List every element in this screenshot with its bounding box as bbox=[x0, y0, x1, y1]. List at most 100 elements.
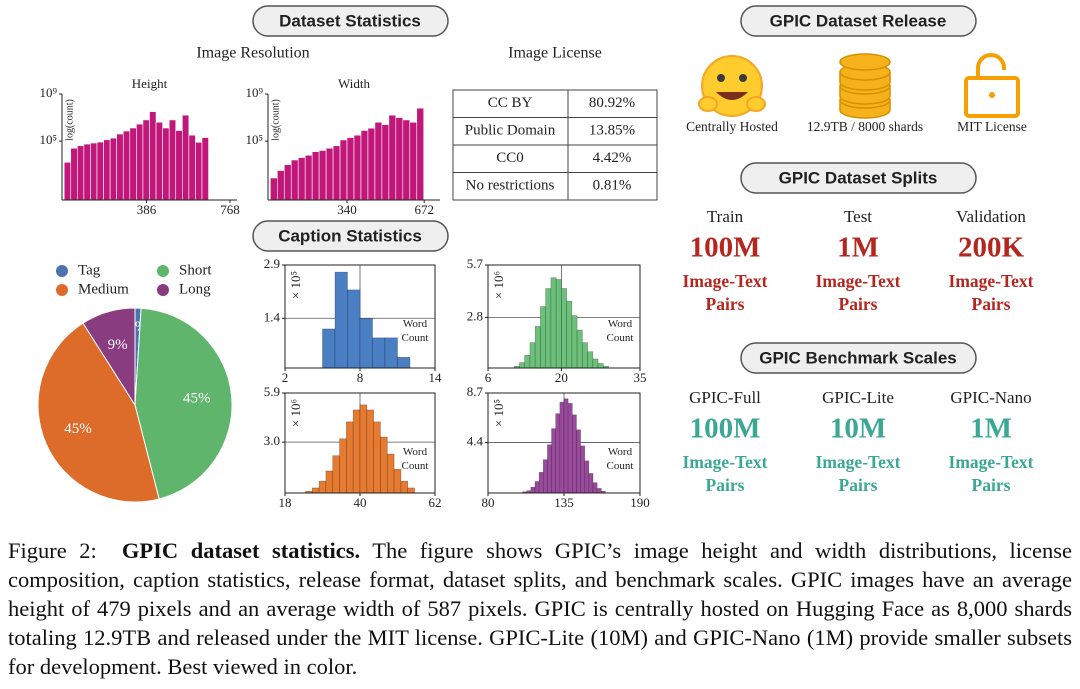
bar bbox=[384, 337, 398, 369]
legend-marker bbox=[157, 284, 169, 296]
bar bbox=[416, 107, 425, 201]
bar bbox=[332, 455, 340, 494]
y-tick-label: 2.9 bbox=[264, 256, 280, 271]
item-name: GPIC-Lite bbox=[822, 388, 894, 407]
bar bbox=[325, 470, 334, 494]
bar bbox=[374, 121, 383, 201]
y-tick-label: 8.7 bbox=[467, 384, 484, 399]
section-title: Dataset Statistics bbox=[279, 11, 421, 30]
y-tick-label: 10⁹ bbox=[39, 85, 57, 100]
bar bbox=[545, 288, 552, 369]
bar bbox=[529, 342, 536, 369]
unlocked-padlock-icon bbox=[964, 53, 1020, 118]
x-tick-label: 386 bbox=[137, 202, 157, 217]
bar bbox=[182, 114, 190, 201]
bar bbox=[334, 271, 348, 369]
bar bbox=[588, 473, 594, 494]
release-label: MIT License bbox=[957, 119, 1027, 134]
bar bbox=[372, 337, 386, 369]
x-tick-label: 768 bbox=[220, 202, 240, 217]
bar bbox=[90, 142, 98, 201]
item-unit: Image-Text Pairs bbox=[948, 271, 1034, 314]
section-pill: Dataset Statistics bbox=[252, 5, 449, 37]
item-value: 10M bbox=[830, 413, 886, 445]
bar bbox=[538, 472, 544, 494]
license-share: 0.81% bbox=[593, 178, 632, 194]
bar bbox=[534, 326, 541, 369]
y-tick-label: 10⁹ bbox=[245, 85, 263, 100]
bar bbox=[555, 413, 561, 494]
bar bbox=[136, 123, 144, 201]
license-share: 13.85% bbox=[589, 123, 635, 139]
bar bbox=[597, 363, 604, 369]
caption-title: GPIC dataset statistics. bbox=[121, 538, 361, 563]
section-title: Caption Statistics bbox=[278, 226, 422, 245]
section-title: GPIC Dataset Release bbox=[770, 11, 947, 30]
item-name: Validation bbox=[956, 207, 1026, 226]
bar bbox=[188, 134, 196, 201]
scale-label: × 10⁶ bbox=[491, 271, 506, 299]
bar bbox=[547, 444, 552, 494]
bar bbox=[168, 119, 177, 201]
annotation: Word Count bbox=[401, 318, 429, 344]
bar bbox=[571, 414, 577, 494]
bar bbox=[576, 429, 581, 494]
y-tick-label: 10⁵ bbox=[245, 132, 263, 147]
legend-marker bbox=[157, 265, 169, 277]
bar bbox=[322, 328, 336, 369]
bar bbox=[563, 398, 569, 494]
bar bbox=[530, 486, 536, 494]
item-value: 1M bbox=[837, 232, 879, 264]
bar bbox=[580, 445, 586, 494]
x-tick-label: 62 bbox=[429, 495, 442, 510]
bar bbox=[582, 342, 588, 369]
legend-marker bbox=[56, 284, 68, 296]
bar bbox=[339, 438, 347, 494]
bar bbox=[559, 401, 565, 494]
item-value: 100M bbox=[690, 413, 761, 445]
bar bbox=[561, 288, 567, 369]
y-tick-label: 5.9 bbox=[264, 384, 280, 399]
license-name: Public Domain bbox=[465, 123, 556, 139]
item-name: GPIC-Full bbox=[689, 388, 761, 407]
x-tick-label: 672 bbox=[414, 202, 434, 217]
bar bbox=[318, 150, 327, 201]
pie-slice bbox=[134, 307, 233, 500]
item-value: 100M bbox=[690, 232, 761, 264]
item-unit-box: Image-Text Pairs bbox=[683, 452, 768, 495]
section-pill: Caption Statistics bbox=[252, 220, 449, 252]
bar bbox=[584, 460, 590, 494]
item-unit-box: Image-Text Pairs bbox=[948, 452, 1034, 495]
bar bbox=[592, 482, 598, 494]
bar bbox=[201, 137, 209, 201]
bar bbox=[380, 436, 388, 494]
item-unit-box: Image-Text Pairs bbox=[816, 271, 901, 314]
bar bbox=[576, 329, 583, 369]
bar bbox=[175, 130, 183, 201]
bar bbox=[352, 409, 361, 494]
annotation-box: Word Count bbox=[402, 446, 429, 472]
annotation: Word Count bbox=[606, 318, 634, 344]
figure-caption: Figure 2: GPIC dataset statistics. The f… bbox=[0, 536, 1080, 681]
chart-title: Height bbox=[132, 76, 168, 91]
bar bbox=[367, 127, 376, 201]
bar bbox=[566, 300, 573, 369]
slice-label: 45% bbox=[183, 391, 211, 407]
subtitle: Image Resolution bbox=[196, 45, 309, 62]
y-tick-label: 5.7 bbox=[467, 256, 484, 271]
scale-label: × 10⁵ bbox=[491, 399, 506, 427]
bar bbox=[162, 127, 170, 201]
item-unit: Image-Text Pairs bbox=[948, 452, 1034, 495]
bar bbox=[346, 137, 355, 201]
license-share: 4.42% bbox=[593, 150, 632, 166]
item-name: Train bbox=[707, 207, 744, 226]
item-unit-box: Image-Text Pairs bbox=[683, 271, 768, 314]
item-name: GPIC-Nano bbox=[950, 388, 1031, 407]
bar bbox=[353, 134, 362, 201]
bar bbox=[77, 145, 85, 201]
bar bbox=[311, 487, 320, 494]
item-unit-box: Image-Text Pairs bbox=[948, 271, 1034, 314]
bar bbox=[542, 459, 548, 494]
caption-text: The figure shows GPIC’s image height and… bbox=[8, 538, 1073, 679]
x-tick-label: 135 bbox=[554, 495, 574, 510]
